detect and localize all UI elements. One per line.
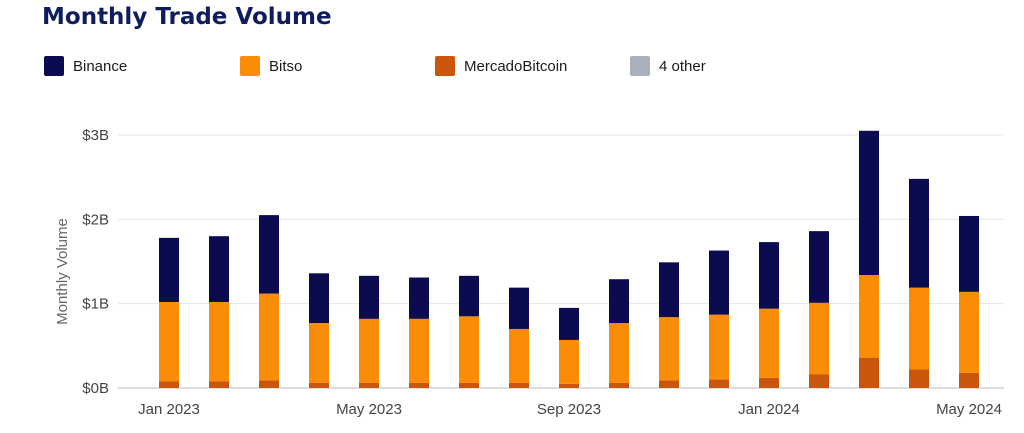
bar-mercadobitcoin (959, 372, 979, 388)
bar-mercadobitcoin (259, 380, 279, 388)
bar-binance (809, 231, 829, 303)
bar-bitso (459, 316, 479, 383)
bar-bitso (409, 318, 429, 383)
bar-bitso (959, 291, 979, 373)
bar-binance (309, 273, 329, 324)
bar-mercadobitcoin (409, 382, 429, 388)
bar-bitso (509, 328, 529, 383)
bar-bitso (559, 339, 579, 384)
bar-mercadobitcoin (159, 381, 179, 388)
legend-item-mercadobitcoin[interactable]: MercadoBitcoin (435, 56, 567, 76)
bar-bitso (609, 323, 629, 383)
bar-binance (959, 215, 979, 292)
bar-binance (559, 307, 579, 340)
bar-bitso (809, 302, 829, 375)
bar-binance (509, 287, 529, 329)
legend-swatch-4-other (630, 56, 650, 76)
legend-swatch-mercadobitcoin (435, 56, 455, 76)
bar-bitso (659, 317, 679, 381)
y-tick-label: $2B (82, 211, 109, 228)
bar-mercadobitcoin (459, 382, 479, 388)
legend: Binance Bitso MercadoBitcoin 4 other (0, 56, 1024, 80)
chart-title: Monthly Trade Volume (42, 4, 332, 30)
bar-binance (859, 130, 879, 275)
bar-mercadobitcoin (859, 357, 879, 388)
bar-binance (659, 262, 679, 318)
bar-binance (459, 275, 479, 317)
legend-item-4-other[interactable]: 4 other (630, 56, 706, 76)
x-tick-label: Jan 2023 (138, 401, 200, 418)
bar-bitso (859, 274, 879, 358)
bar-mercadobitcoin (209, 381, 229, 388)
bar-bitso (709, 314, 729, 380)
x-tick-label: Jan 2024 (738, 401, 800, 418)
bar-binance (409, 277, 429, 319)
bar-binance (359, 275, 379, 319)
bar-bitso (159, 301, 179, 382)
legend-swatch-binance (44, 56, 64, 76)
bar-binance (209, 236, 229, 302)
bar-mercadobitcoin (659, 380, 679, 388)
bar-mercadobitcoin (809, 374, 829, 388)
bar-mercadobitcoin (909, 369, 929, 388)
bar-binance (259, 215, 279, 294)
bar-mercadobitcoin (359, 382, 379, 388)
bar-binance (709, 250, 729, 315)
bar-mercadobitcoin (709, 379, 729, 388)
bar-binance (909, 178, 929, 288)
x-tick-label: May 2024 (936, 401, 1002, 418)
legend-label-4-other: 4 other (659, 57, 706, 75)
bar-mercadobitcoin (309, 382, 329, 388)
x-tick-label: May 2023 (336, 401, 402, 418)
y-tick-label: $3B (82, 127, 109, 144)
legend-label-binance: Binance (73, 57, 128, 75)
x-tick-label: Sep 2023 (537, 401, 601, 418)
legend-label-mercadobitcoin: MercadoBitcoin (464, 57, 568, 75)
legend-item-binance[interactable]: Binance (44, 56, 127, 76)
y-tick-label: $0B (82, 380, 109, 397)
bar-mercadobitcoin (509, 382, 529, 388)
bar-mercadobitcoin (609, 382, 629, 388)
bar-bitso (259, 293, 279, 381)
bar-bitso (359, 318, 379, 383)
y-tick-label: $1B (82, 296, 109, 313)
bar-mercadobitcoin (559, 383, 579, 388)
bar-binance (609, 279, 629, 324)
legend-swatch-bitso (240, 56, 260, 76)
bar-bitso (759, 308, 779, 378)
bar-mercadobitcoin (759, 377, 779, 388)
legend-label-bitso: Bitso (269, 57, 303, 75)
legend-item-bitso[interactable]: Bitso (240, 56, 302, 76)
bar-binance (759, 242, 779, 309)
bar-binance (159, 237, 179, 302)
bar-bitso (309, 323, 329, 383)
y-axis-title: Monthly Volume (54, 218, 71, 325)
bar-bitso (209, 301, 229, 382)
bar-bitso (909, 287, 929, 370)
